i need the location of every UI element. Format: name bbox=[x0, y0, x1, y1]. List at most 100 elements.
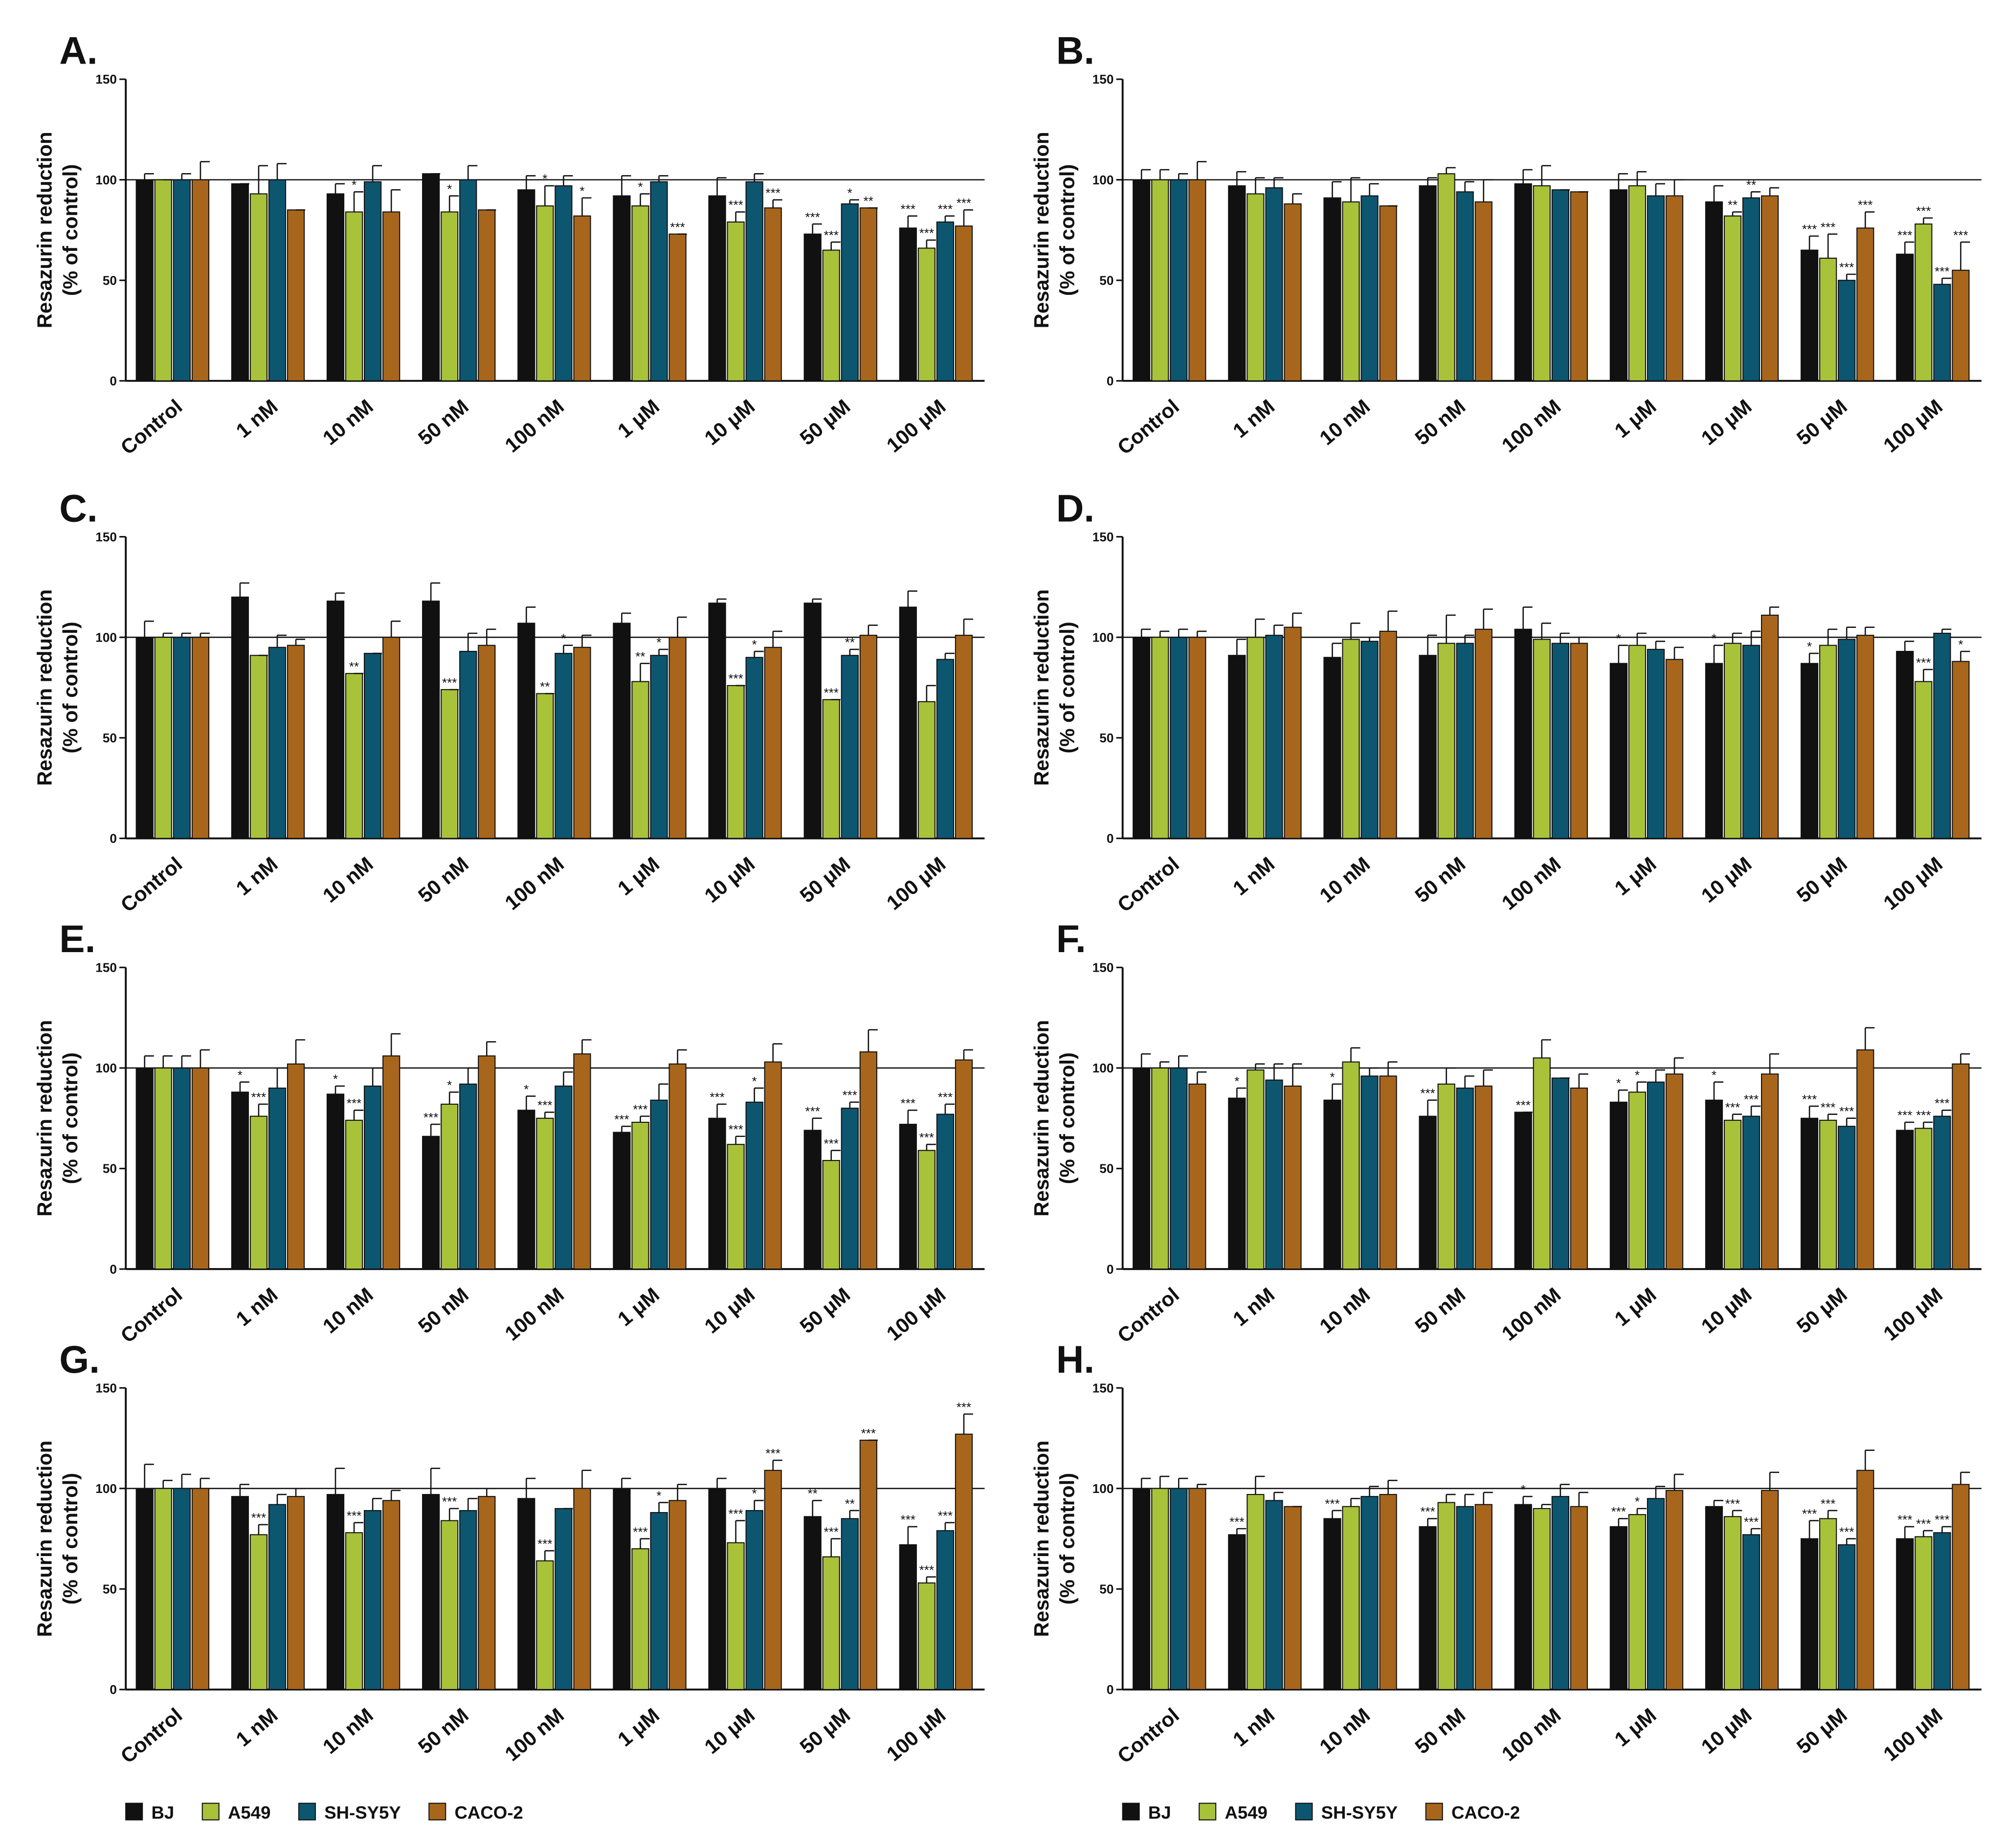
y-tick-label: 50 bbox=[103, 273, 117, 288]
x-tick-label: 50 nM bbox=[414, 395, 473, 449]
bar bbox=[822, 249, 840, 381]
bar bbox=[1228, 185, 1246, 381]
bar bbox=[1188, 1488, 1206, 1690]
significance-label: * bbox=[752, 637, 757, 652]
bar bbox=[1665, 1073, 1684, 1270]
bar bbox=[1856, 227, 1874, 381]
bar bbox=[1284, 626, 1302, 839]
bar bbox=[478, 1055, 496, 1270]
bar bbox=[1933, 1115, 1951, 1270]
bar bbox=[1379, 630, 1397, 839]
y-tick-label: 50 bbox=[103, 1581, 117, 1596]
significance-label: ** bbox=[349, 659, 359, 674]
bar bbox=[859, 1051, 877, 1270]
significance-label: * bbox=[847, 186, 852, 200]
bar bbox=[1151, 179, 1169, 381]
x-tick-label: Control bbox=[1113, 395, 1183, 459]
bar bbox=[1323, 197, 1341, 381]
legend-swatch bbox=[201, 1803, 220, 1821]
y-tick-label: 0 bbox=[1107, 1262, 1114, 1276]
bar bbox=[613, 1132, 631, 1270]
x-tick-label: Control bbox=[116, 1703, 186, 1768]
y-tick-label: 100 bbox=[95, 1061, 117, 1075]
x-tick-label: 10 nM bbox=[318, 852, 378, 907]
bar bbox=[1247, 1494, 1265, 1690]
bar bbox=[555, 1508, 573, 1690]
significance-label: *** bbox=[1821, 220, 1836, 234]
bar bbox=[1896, 650, 1914, 839]
bar bbox=[1533, 185, 1551, 381]
legend-label: BJ bbox=[151, 1803, 174, 1823]
x-tick-label: 10 μM bbox=[1697, 395, 1756, 449]
significance-label: *** bbox=[1725, 1100, 1740, 1114]
bar bbox=[135, 1488, 154, 1690]
bar bbox=[287, 209, 305, 381]
bar bbox=[1705, 1506, 1723, 1690]
x-tick-label: 10 nM bbox=[1315, 395, 1374, 449]
bar bbox=[841, 1108, 859, 1270]
bar bbox=[764, 207, 782, 381]
bar bbox=[517, 1110, 535, 1270]
bar bbox=[573, 215, 591, 381]
significance-label: *** bbox=[1916, 1108, 1931, 1123]
y-axis-label: Resazurin reduction bbox=[1030, 1441, 1053, 1637]
bar bbox=[382, 637, 401, 839]
y-axis-label: Resazurin reduction bbox=[33, 132, 56, 329]
y-tick-label: 150 bbox=[1092, 1380, 1114, 1395]
bar bbox=[154, 1488, 172, 1690]
significance-label: *** bbox=[1839, 1104, 1854, 1119]
bar bbox=[1551, 643, 1569, 839]
legend-swatch bbox=[298, 1803, 316, 1821]
bar bbox=[1801, 663, 1819, 839]
bar bbox=[268, 179, 287, 381]
significance-label: *** bbox=[1744, 1092, 1759, 1107]
bar bbox=[1915, 681, 1933, 839]
bar bbox=[268, 646, 287, 839]
bar bbox=[1705, 663, 1723, 839]
bar bbox=[536, 1560, 554, 1690]
legend-label: SH-SY5Y bbox=[324, 1803, 401, 1823]
bar bbox=[1933, 1532, 1951, 1690]
bar bbox=[1665, 195, 1684, 381]
bar bbox=[1742, 645, 1760, 839]
y-tick-label: 150 bbox=[1092, 72, 1114, 87]
bar bbox=[1761, 614, 1779, 839]
significance-label: * bbox=[447, 181, 452, 196]
bar bbox=[859, 1440, 877, 1690]
bar bbox=[249, 655, 268, 839]
y-axis-label: (% of control) bbox=[1055, 164, 1078, 296]
bar bbox=[668, 1063, 687, 1270]
bar bbox=[1514, 1112, 1532, 1270]
y-axis-label: (% of control) bbox=[59, 1473, 82, 1604]
x-tick-label: 10 nM bbox=[1315, 1703, 1374, 1758]
x-tick-label: 100 nM bbox=[500, 1283, 568, 1345]
y-tick-label: 100 bbox=[1092, 630, 1114, 645]
legend-label: CACO-2 bbox=[455, 1803, 523, 1823]
bar bbox=[1551, 1077, 1569, 1270]
significance-label: *** bbox=[1821, 1100, 1836, 1114]
significance-label: *** bbox=[843, 1088, 858, 1103]
bar bbox=[173, 179, 191, 381]
y-axis-label: Resazurin reduction bbox=[1030, 589, 1053, 786]
significance-label: ** bbox=[540, 679, 550, 694]
bar bbox=[231, 1091, 249, 1270]
significance-label: *** bbox=[1897, 1513, 1913, 1527]
bar bbox=[287, 645, 305, 839]
x-tick-label: 50 nM bbox=[1410, 1283, 1470, 1338]
bar bbox=[1456, 191, 1474, 381]
x-tick-label: 50 nM bbox=[414, 1703, 473, 1758]
bar bbox=[268, 1088, 287, 1270]
bar bbox=[899, 227, 917, 381]
significance-label: * bbox=[656, 635, 661, 650]
significance-label: *** bbox=[537, 1536, 553, 1551]
significance-label: *** bbox=[765, 186, 780, 200]
bar bbox=[1419, 1526, 1437, 1690]
bar bbox=[1228, 655, 1246, 839]
significance-label: *** bbox=[765, 1446, 780, 1461]
y-tick-label: 150 bbox=[1092, 960, 1114, 975]
panel-title: F. bbox=[1056, 917, 1086, 960]
bar bbox=[917, 1150, 936, 1270]
bar bbox=[191, 179, 209, 381]
significance-label: *** bbox=[728, 1122, 743, 1137]
bar bbox=[1801, 249, 1819, 381]
